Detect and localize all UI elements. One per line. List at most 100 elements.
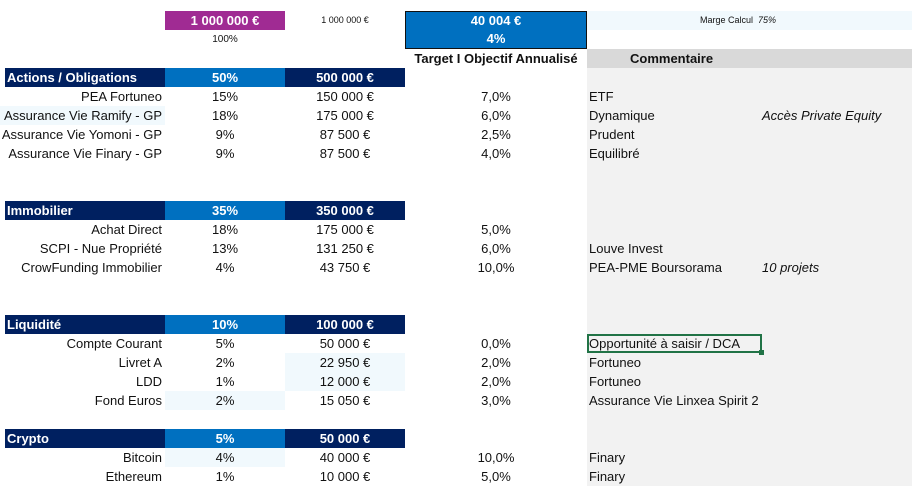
row-note[interactable]: 10 projets — [762, 260, 820, 275]
row-pct[interactable]: 18% — [211, 108, 239, 123]
row-note[interactable] — [760, 372, 912, 391]
section-header-pct[interactable]: 5% — [165, 429, 285, 448]
row-label[interactable]: LDD — [135, 374, 162, 389]
row-label[interactable]: Assurance Vie Finary - GP — [8, 146, 162, 161]
row-pct[interactable]: 9% — [215, 127, 235, 142]
row-comment[interactable]: Assurance Vie Linxea Spirit 2 — [589, 393, 759, 408]
row-pct[interactable]: 13% — [211, 241, 239, 256]
row-amount[interactable]: 175 000 € — [316, 222, 374, 237]
row-target[interactable]: 2,0% — [481, 355, 511, 370]
row-label[interactable]: CrowFunding Immobilier — [21, 260, 162, 275]
row-note[interactable]: Accès Private Equity — [762, 108, 882, 123]
row-label[interactable]: Ethereum — [105, 469, 162, 484]
row-label[interactable]: Assurance Vie Yomoni - GP — [1, 127, 162, 142]
target-header[interactable]: Target I Objectif Annualisé — [414, 51, 578, 66]
row-label[interactable]: Achat Direct — [91, 222, 162, 237]
row-amount[interactable]: 10 000 € — [319, 469, 371, 484]
row-note[interactable] — [760, 391, 912, 410]
row-note[interactable] — [760, 448, 912, 467]
row-target[interactable]: 5,0% — [481, 469, 511, 484]
row-comment[interactable]: Equilibré — [589, 146, 640, 161]
total-allocated-pct[interactable]: 100% — [212, 34, 238, 45]
annual-return-box[interactable]: 40 004 € 4% — [405, 11, 587, 49]
row-amount[interactable]: 87 500 € — [319, 146, 371, 161]
row-note[interactable] — [760, 220, 912, 239]
row-comment[interactable]: PEA-PME Boursorama — [589, 260, 722, 275]
row-target[interactable]: 4,0% — [481, 146, 511, 161]
row-label[interactable]: Compte Courant — [66, 336, 162, 351]
row-target[interactable]: 0,0% — [481, 336, 511, 351]
marge-calcul[interactable]: Marge Calcul 75% — [700, 11, 900, 30]
row-pct[interactable]: 9% — [215, 146, 235, 161]
row-amount[interactable]: 150 000 € — [316, 89, 374, 104]
row-target[interactable]: 2,5% — [481, 127, 511, 142]
section-header-pct[interactable]: 10% — [165, 315, 285, 334]
row-amount[interactable]: 15 050 € — [319, 393, 371, 408]
section-header-amount[interactable]: 350 000 € — [285, 201, 405, 220]
row-comment[interactable] — [587, 220, 762, 239]
row-amount[interactable]: 12 000 € — [285, 372, 405, 391]
row-amount[interactable]: 175 000 € — [316, 108, 374, 123]
row-comment[interactable]: Louve Invest — [589, 241, 663, 256]
row-pct[interactable]: 18% — [211, 222, 239, 237]
row-label[interactable]: SCPI - Nue Propriété — [39, 241, 162, 256]
row-label[interactable]: Livret A — [118, 355, 162, 370]
section-header-name[interactable]: Immobilier — [5, 201, 165, 220]
row-target[interactable]: 2,0% — [481, 374, 511, 389]
row-comment[interactable]: Fortuneo — [589, 355, 642, 370]
row-pct[interactable]: 2% — [215, 355, 235, 370]
row-amount[interactable]: 131 250 € — [316, 241, 374, 256]
row-pct[interactable]: 4% — [215, 260, 235, 275]
row-amount[interactable]: 87 500 € — [319, 127, 371, 142]
section-header-pct[interactable]: 50% — [165, 68, 285, 87]
row-comment[interactable]: Prudent — [589, 127, 635, 142]
row-note[interactable] — [760, 87, 912, 106]
row-target[interactable]: 10,0% — [477, 450, 515, 465]
row-pct[interactable]: 1% — [215, 374, 235, 389]
section-header-amount[interactable]: 500 000 € — [285, 68, 405, 87]
row-amount[interactable]: 40 000 € — [319, 450, 371, 465]
row-note[interactable] — [760, 125, 912, 144]
comment-header[interactable]: Commentaire — [587, 49, 912, 68]
section-header-name[interactable]: Actions / Obligations — [5, 68, 165, 87]
row-target[interactable]: 10,0% — [477, 260, 515, 275]
section-header-name[interactable]: Crypto — [5, 429, 165, 448]
row-label[interactable]: Fond Euros — [94, 393, 162, 408]
row-comment[interactable]: Dynamique — [589, 108, 655, 123]
row-note[interactable] — [760, 334, 912, 353]
row-amount[interactable]: 50 000 € — [319, 336, 371, 351]
row-pct[interactable]: 15% — [211, 89, 239, 104]
row-pct[interactable]: 2% — [165, 391, 285, 410]
row-amount[interactable]: 43 750 € — [319, 260, 371, 275]
row-target[interactable]: 5,0% — [481, 222, 511, 237]
row-label[interactable]: PEA Fortuneo — [81, 89, 162, 104]
row-target[interactable]: 3,0% — [481, 393, 511, 408]
row-label[interactable]: Assurance Vie Ramify - GP — [0, 106, 165, 125]
row-note[interactable] — [760, 239, 912, 258]
row-note[interactable] — [760, 144, 912, 163]
row-label[interactable]: Bitcoin — [122, 450, 162, 465]
section-header-name[interactable]: Liquidité — [5, 315, 165, 334]
section-header-amount[interactable]: 100 000 € — [285, 315, 405, 334]
section-header-amount[interactable]: 50 000 € — [285, 429, 405, 448]
row-comment[interactable]: Fortuneo — [589, 374, 642, 389]
row-note[interactable] — [760, 353, 912, 372]
selected-cell[interactable] — [587, 334, 764, 355]
row-target[interactable]: 6,0% — [481, 241, 511, 256]
row-note[interactable] — [760, 467, 912, 486]
row-comment[interactable]: Opportunité à saisir / DCA — [589, 336, 741, 351]
total-allocated-cell[interactable]: 1 000 000 € — [165, 11, 285, 30]
section-header-pct[interactable]: 35% — [165, 201, 285, 220]
row-comment[interactable]: ETF — [589, 89, 614, 104]
row-amount[interactable]: 22 950 € — [285, 353, 405, 372]
row-comment[interactable]: Finary — [589, 450, 626, 465]
row-comment[interactable]: Finary — [589, 469, 626, 484]
row-pct[interactable]: 1% — [215, 469, 235, 484]
fill-handle[interactable] — [759, 350, 764, 355]
row-pct[interactable]: 5% — [215, 336, 235, 351]
row-pct[interactable]: 4% — [165, 448, 285, 467]
row-target[interactable]: 7,0% — [481, 89, 511, 104]
row-target[interactable]: 6,0% — [481, 108, 511, 123]
total-reference-cell[interactable]: 1 000 000 € — [321, 15, 369, 25]
